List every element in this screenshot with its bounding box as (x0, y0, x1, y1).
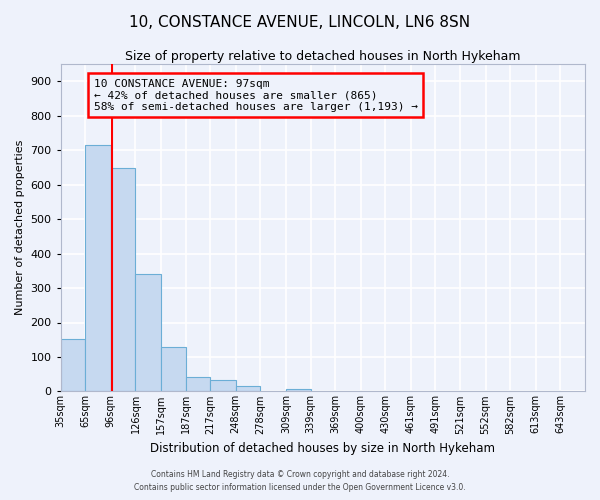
Y-axis label: Number of detached properties: Number of detached properties (15, 140, 25, 316)
Text: 10, CONSTANCE AVENUE, LINCOLN, LN6 8SN: 10, CONSTANCE AVENUE, LINCOLN, LN6 8SN (130, 15, 470, 30)
Bar (111, 168, 136, 392)
Bar (85, 145, 111, 392)
Title: Size of property relative to detached houses in North Hykeham: Size of property relative to detached ho… (125, 50, 521, 63)
X-axis label: Distribution of detached houses by size in North Hykeham: Distribution of detached houses by size … (151, 442, 496, 455)
Bar (236, 386, 260, 392)
Text: 10 CONSTANCE AVENUE: 97sqm
← 42% of detached houses are smaller (865)
58% of sem: 10 CONSTANCE AVENUE: 97sqm ← 42% of deta… (94, 78, 418, 112)
Bar (136, 274, 161, 392)
Bar (210, 380, 236, 392)
Bar (61, 338, 85, 392)
Text: Contains HM Land Registry data © Crown copyright and database right 2024.
Contai: Contains HM Land Registry data © Crown c… (134, 470, 466, 492)
Bar (286, 388, 311, 392)
Bar (161, 346, 185, 392)
Bar (185, 377, 210, 392)
